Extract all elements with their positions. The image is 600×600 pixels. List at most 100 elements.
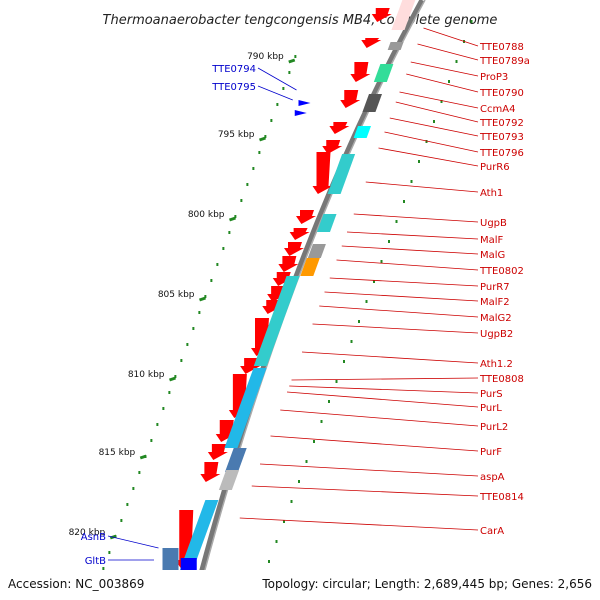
- dot-inner: [305, 460, 308, 463]
- label-leaders: [107, 27, 479, 561]
- gene-label-right: PurF: [480, 447, 502, 458]
- gene-label-right: CcmA4: [480, 104, 515, 115]
- gene-block: [224, 368, 267, 448]
- dot-outer: [156, 423, 159, 426]
- gene-block: [373, 64, 394, 82]
- kbp-label: 795 kbp: [218, 130, 255, 140]
- position-dots: [102, 20, 473, 570]
- genome-title: Thermoanaerobacter tengcongensis MB4, co…: [103, 13, 498, 28]
- leader-right: [324, 291, 479, 302]
- gene-label-right: TTE0789a: [479, 56, 530, 67]
- gene-label-right: PurR6: [480, 162, 510, 173]
- kbp-tick: [288, 58, 296, 64]
- leader-right: [289, 385, 479, 394]
- gene-label-right: MalG: [480, 250, 505, 261]
- dot-inner: [268, 560, 270, 563]
- dot-outer: [114, 535, 117, 538]
- leader-right: [395, 101, 479, 123]
- dot-outer: [108, 551, 111, 554]
- gene-arrow: [312, 152, 333, 194]
- dot-inner: [373, 280, 375, 283]
- dot-outer: [228, 231, 231, 234]
- gene-label-right: TTE0814: [479, 492, 524, 503]
- gene-label-right: MalF: [480, 235, 504, 246]
- dot-inner: [470, 20, 473, 23]
- leader-right: [312, 323, 479, 334]
- dot-inner: [395, 220, 398, 223]
- gene-block: [253, 276, 300, 366]
- leader-right: [423, 27, 479, 47]
- leader-left: [257, 67, 297, 91]
- gene-label-right: PurL2: [480, 422, 508, 433]
- leader-right: [301, 351, 479, 364]
- dot-inner: [388, 240, 390, 243]
- kbp-tick: [259, 136, 266, 142]
- gene-block: [224, 448, 247, 472]
- gene-arrow: [340, 90, 361, 108]
- kbp-label: 800 kbp: [188, 210, 225, 220]
- dot-outer: [120, 519, 123, 522]
- dot-outer: [216, 263, 219, 266]
- gene-block: [179, 500, 219, 570]
- gene-label-right: TTE0792: [479, 118, 524, 129]
- gene-arrow: [371, 8, 392, 22]
- leader-right: [239, 517, 479, 531]
- summary-text: Topology: circular; Length: 2,689,445 bp…: [261, 577, 592, 591]
- gene-label-right: Ath1: [480, 188, 503, 199]
- reverse-gene: [294, 110, 307, 116]
- footer-band: [0, 570, 600, 600]
- dot-outer: [234, 215, 237, 218]
- kbp-label: 805 kbp: [158, 290, 195, 300]
- gene-label-left: TTE0794: [211, 64, 256, 75]
- dot-outer: [144, 455, 147, 458]
- dot-outer: [204, 295, 207, 298]
- leader-right: [319, 305, 479, 318]
- dot-outer: [258, 151, 261, 154]
- gene-arrow: [289, 228, 310, 240]
- dot-inner: [275, 540, 278, 543]
- dot-inner: [328, 400, 330, 403]
- dot-inner: [320, 420, 323, 423]
- leader-right: [365, 181, 479, 193]
- gene-label-right: MalF2: [480, 297, 510, 308]
- leader-right: [329, 277, 479, 287]
- leader-right: [410, 61, 479, 77]
- dot-outer: [126, 503, 129, 506]
- dot-inner: [358, 320, 360, 323]
- gene-arrow: [329, 122, 350, 134]
- dot-inner: [433, 120, 435, 123]
- dot-inner: [350, 340, 353, 343]
- gene-label-right: aspA: [480, 472, 505, 483]
- gene-label-right: Ath1.2: [480, 359, 513, 370]
- dot-outer: [282, 87, 285, 90]
- gene-arrow: [322, 140, 343, 154]
- gene-label-right: TTE0788: [479, 42, 524, 53]
- gene-features: [162, 0, 416, 588]
- dot-inner: [380, 260, 383, 263]
- gene-label-right: TTE0790: [479, 88, 524, 99]
- leader-right: [399, 91, 479, 109]
- gene-label-right: MalG2: [480, 313, 512, 324]
- dot-outer: [168, 391, 171, 394]
- dot-outer: [198, 311, 201, 314]
- gene-label-right: UgpB2: [480, 329, 513, 340]
- gene-block: [387, 42, 404, 50]
- gene-label-right: TTE0793: [479, 132, 524, 143]
- kbp-tick: [229, 216, 236, 222]
- gene-labels: TTE0788 TTE0789a ProP3 TTE0790 CcmA4 TTE0792 T…: [81, 42, 530, 567]
- dot-inner: [313, 440, 315, 443]
- gene-label-right: UgpB: [480, 218, 507, 229]
- dot-inner: [455, 60, 458, 63]
- gene-label-left: TTE0795: [211, 82, 256, 93]
- dot-inner: [365, 300, 368, 303]
- kbp-label: 820 kbp: [69, 528, 106, 538]
- leader-right: [389, 117, 479, 137]
- dot-inner: [283, 520, 285, 523]
- reverse-gene: [298, 100, 311, 106]
- leader-right: [280, 409, 479, 427]
- gene-arrow: [207, 444, 228, 460]
- leader-right: [270, 435, 479, 452]
- gene-label-right: PurS: [480, 389, 503, 400]
- dot-outer: [240, 199, 243, 202]
